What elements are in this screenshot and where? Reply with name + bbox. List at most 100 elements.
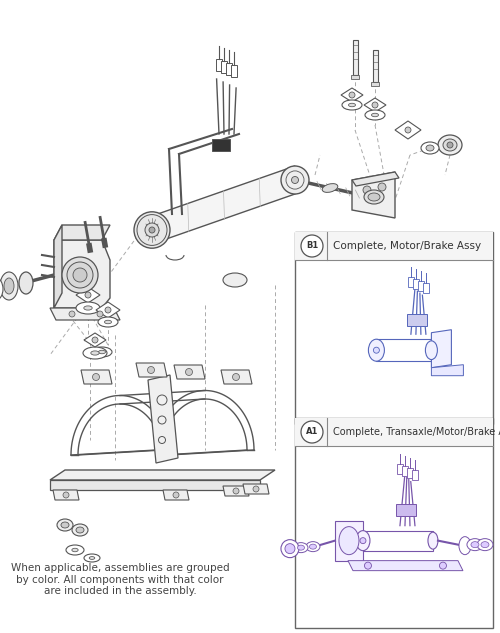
- Bar: [295, 232, 493, 260]
- Ellipse shape: [428, 532, 438, 549]
- Polygon shape: [335, 520, 363, 561]
- Ellipse shape: [481, 542, 489, 548]
- Circle shape: [97, 311, 103, 317]
- Ellipse shape: [438, 135, 462, 155]
- Bar: [412, 470, 418, 480]
- Bar: [231, 65, 237, 77]
- Polygon shape: [136, 363, 167, 377]
- Ellipse shape: [83, 347, 107, 359]
- Circle shape: [349, 92, 355, 98]
- Polygon shape: [81, 370, 112, 384]
- Circle shape: [232, 373, 239, 380]
- Ellipse shape: [57, 519, 73, 531]
- Circle shape: [447, 142, 453, 148]
- Polygon shape: [352, 172, 399, 186]
- Ellipse shape: [98, 317, 118, 327]
- Bar: [351, 75, 359, 79]
- Text: Complete, Transaxle/Motor/Brake Assy: Complete, Transaxle/Motor/Brake Assy: [333, 427, 500, 437]
- Bar: [216, 59, 222, 71]
- Ellipse shape: [459, 537, 471, 555]
- Polygon shape: [50, 308, 120, 320]
- Polygon shape: [50, 480, 260, 490]
- Polygon shape: [84, 333, 106, 347]
- Ellipse shape: [306, 542, 320, 551]
- Polygon shape: [54, 225, 62, 308]
- Ellipse shape: [477, 539, 493, 551]
- Bar: [221, 61, 227, 73]
- Polygon shape: [53, 490, 79, 500]
- Bar: [295, 232, 493, 424]
- Ellipse shape: [73, 268, 87, 282]
- Ellipse shape: [92, 347, 112, 357]
- Circle shape: [69, 311, 75, 317]
- Ellipse shape: [342, 100, 362, 110]
- Bar: [372, 50, 378, 82]
- Ellipse shape: [98, 350, 105, 354]
- Polygon shape: [54, 240, 110, 308]
- Polygon shape: [174, 365, 205, 379]
- Circle shape: [63, 492, 69, 498]
- Ellipse shape: [426, 341, 438, 360]
- Ellipse shape: [134, 212, 170, 248]
- Ellipse shape: [145, 223, 159, 237]
- Bar: [397, 463, 403, 473]
- Text: When applicable, assemblies are grouped
by color. All components with that color: When applicable, assemblies are grouped …: [10, 563, 230, 596]
- Ellipse shape: [223, 273, 247, 287]
- Polygon shape: [50, 470, 275, 480]
- Ellipse shape: [89, 556, 95, 560]
- Bar: [408, 277, 414, 287]
- Circle shape: [360, 537, 366, 544]
- Circle shape: [301, 235, 323, 257]
- Polygon shape: [96, 302, 120, 318]
- Ellipse shape: [426, 145, 434, 151]
- Polygon shape: [432, 365, 464, 376]
- Ellipse shape: [298, 545, 304, 550]
- Bar: [402, 466, 408, 475]
- Bar: [226, 63, 232, 75]
- Circle shape: [148, 367, 154, 373]
- Circle shape: [149, 227, 155, 233]
- Circle shape: [301, 421, 323, 443]
- Bar: [407, 314, 427, 326]
- Circle shape: [92, 373, 100, 380]
- Bar: [396, 504, 416, 516]
- Polygon shape: [223, 486, 249, 496]
- Ellipse shape: [91, 351, 99, 355]
- Ellipse shape: [467, 539, 483, 551]
- Circle shape: [233, 488, 239, 494]
- Ellipse shape: [76, 527, 84, 533]
- Ellipse shape: [348, 103, 356, 107]
- Polygon shape: [221, 370, 252, 384]
- Circle shape: [372, 102, 378, 108]
- Ellipse shape: [72, 548, 78, 552]
- Ellipse shape: [104, 320, 112, 323]
- Circle shape: [374, 347, 380, 353]
- Ellipse shape: [356, 530, 370, 551]
- Polygon shape: [376, 339, 432, 361]
- Circle shape: [105, 307, 111, 313]
- Polygon shape: [152, 166, 295, 244]
- Ellipse shape: [84, 306, 92, 310]
- Ellipse shape: [19, 272, 33, 294]
- Polygon shape: [348, 561, 463, 570]
- Text: Complete, Motor/Brake Assy: Complete, Motor/Brake Assy: [333, 241, 481, 251]
- Ellipse shape: [0, 272, 18, 300]
- Circle shape: [440, 562, 446, 569]
- Bar: [423, 283, 429, 293]
- Bar: [295, 418, 493, 446]
- Circle shape: [364, 562, 372, 569]
- Ellipse shape: [310, 544, 316, 549]
- Bar: [295, 418, 493, 628]
- Polygon shape: [163, 490, 189, 500]
- Ellipse shape: [84, 554, 100, 562]
- Ellipse shape: [365, 110, 385, 120]
- Ellipse shape: [368, 339, 384, 361]
- Circle shape: [281, 540, 299, 558]
- Circle shape: [253, 486, 259, 492]
- Circle shape: [292, 177, 298, 184]
- Bar: [413, 279, 419, 289]
- Circle shape: [285, 544, 295, 554]
- Polygon shape: [148, 375, 178, 463]
- Polygon shape: [395, 121, 421, 139]
- Bar: [212, 139, 230, 151]
